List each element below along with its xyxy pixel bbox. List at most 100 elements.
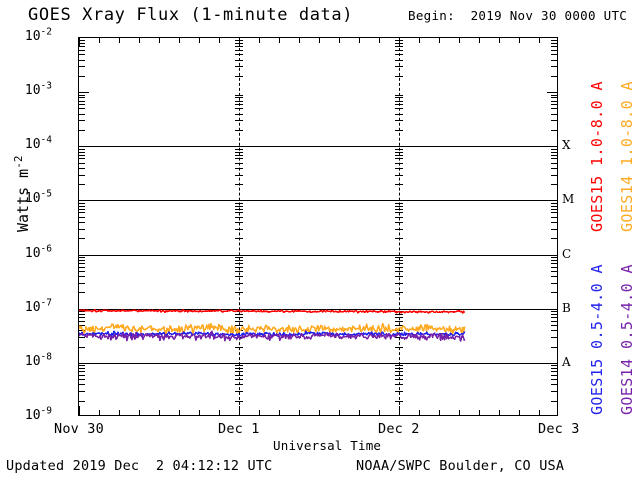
y-axis-title-exponent: -2 <box>12 155 25 169</box>
flare-class-label: C <box>562 246 572 261</box>
y-minor-tick <box>551 43 557 45</box>
y-minor-tick <box>79 346 85 348</box>
y-minor-tick-mid <box>235 54 243 56</box>
legend-entry: GOES14 0.5-4.0 A <box>618 264 636 415</box>
y-minor-tick <box>79 75 85 77</box>
y-minor-tick <box>551 154 557 156</box>
x-major-tick <box>239 38 240 47</box>
x-minor-tick <box>439 38 440 43</box>
x-minor-tick <box>199 38 200 43</box>
y-minor-tick-mid <box>235 257 243 259</box>
x-minor-tick <box>379 410 380 415</box>
y-minor-tick-mid <box>235 238 243 240</box>
y-minor-tick <box>79 266 85 268</box>
y-minor-tick <box>79 205 85 207</box>
begin-time-label: Begin: 2019 Nov 30 0000 UTC <box>408 8 628 23</box>
y-minor-tick <box>551 113 557 115</box>
y-tick-label: 10-9 <box>24 405 52 423</box>
y-minor-tick <box>79 148 85 150</box>
y-minor-tick-mid <box>395 100 403 102</box>
y-minor-tick-mid <box>235 374 243 376</box>
x-minor-tick <box>519 38 520 43</box>
y-minor-tick <box>551 94 557 96</box>
y-minor-tick <box>551 365 557 367</box>
y-minor-tick-mid <box>395 379 403 381</box>
y-minor-tick-mid <box>395 66 403 68</box>
y-major-tick <box>547 254 557 256</box>
y-minor-tick <box>551 368 557 370</box>
x-minor-tick <box>139 38 140 43</box>
y-minor-tick <box>79 129 85 131</box>
y-minor-tick <box>79 100 85 102</box>
y-minor-tick-mid <box>395 208 403 210</box>
y-minor-tick <box>79 162 85 164</box>
x-minor-tick <box>339 38 340 43</box>
y-minor-tick-mid <box>235 262 243 264</box>
data-traces <box>79 308 466 342</box>
y-minor-tick-mid <box>395 270 403 272</box>
x-minor-tick <box>419 38 420 43</box>
y-minor-tick-mid <box>395 282 403 284</box>
horizontal-gridline <box>79 362 557 364</box>
y-minor-tick-mid <box>395 371 403 373</box>
x-tick-label: Dec 1 <box>218 421 260 437</box>
y-minor-tick-mid <box>235 162 243 164</box>
y-minor-tick-mid <box>235 174 243 176</box>
y-minor-tick-mid <box>235 75 243 77</box>
x-minor-tick <box>99 38 100 43</box>
y-minor-tick-mid <box>395 113 403 115</box>
y-minor-tick-mid <box>395 148 403 150</box>
y-minor-tick <box>79 202 85 204</box>
y-minor-tick <box>551 54 557 56</box>
y-minor-tick-mid <box>235 221 243 223</box>
y-minor-tick <box>79 313 85 315</box>
x-minor-tick <box>119 38 120 43</box>
y-minor-tick <box>79 108 85 110</box>
updated-timestamp: Updated 2019 Dec 2 04:12:12 UTC <box>6 458 273 474</box>
y-minor-tick <box>551 238 557 240</box>
y-minor-tick <box>551 320 557 322</box>
y-minor-tick <box>79 54 85 56</box>
y-minor-tick <box>551 384 557 386</box>
y-minor-tick-mid <box>395 384 403 386</box>
y-minor-tick-mid <box>395 320 403 322</box>
y-minor-tick <box>79 330 85 332</box>
y-minor-tick-mid <box>235 97 243 99</box>
horizontal-gridline <box>79 254 557 256</box>
y-minor-tick-mid <box>235 317 243 319</box>
y-minor-tick-mid <box>395 202 403 204</box>
y-minor-tick <box>79 158 85 160</box>
y-minor-tick-mid <box>395 59 403 61</box>
x-minor-tick <box>279 38 280 43</box>
y-tick-label: 10-4 <box>24 134 52 153</box>
x-minor-tick <box>259 410 260 415</box>
y-minor-tick <box>551 212 557 214</box>
y-minor-tick-mid <box>395 167 403 169</box>
y-minor-tick-mid <box>395 228 403 230</box>
y-minor-tick <box>551 276 557 278</box>
flare-class-label: M <box>562 192 575 207</box>
y-minor-tick <box>551 391 557 393</box>
y-minor-tick <box>79 262 85 264</box>
y-minor-tick <box>551 325 557 326</box>
y-minor-tick-mid <box>235 325 243 326</box>
y-minor-tick-mid <box>235 320 243 322</box>
y-minor-tick-mid <box>235 384 243 386</box>
x-minor-tick <box>119 410 120 415</box>
y-minor-tick <box>79 113 85 115</box>
y-minor-tick <box>551 337 557 339</box>
y-minor-tick-mid <box>395 374 403 376</box>
y-minor-tick-mid <box>395 54 403 56</box>
y-minor-tick <box>551 108 557 110</box>
y-minor-tick-mid <box>395 238 403 240</box>
x-minor-tick <box>299 38 300 43</box>
y-tick-label: 10-8 <box>24 351 52 369</box>
y-major-tick <box>547 146 557 148</box>
x-major-tick <box>79 406 80 415</box>
x-minor-tick <box>319 410 320 415</box>
y-minor-tick-mid <box>395 154 403 156</box>
y-minor-tick-mid <box>235 66 243 68</box>
y-minor-tick-mid <box>235 151 243 153</box>
y-minor-tick <box>551 317 557 319</box>
x-axis-title: Universal Time <box>273 438 382 453</box>
